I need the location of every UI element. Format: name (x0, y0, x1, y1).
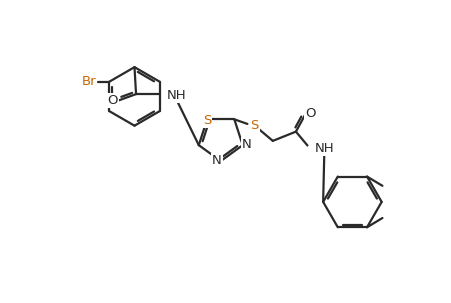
Text: NH: NH (167, 89, 186, 102)
Text: O: O (108, 94, 118, 107)
Text: N: N (212, 154, 222, 167)
Text: N: N (242, 138, 252, 151)
Text: NH: NH (315, 142, 335, 155)
Text: S: S (250, 119, 258, 132)
Text: S: S (203, 114, 212, 127)
Text: Br: Br (82, 75, 96, 88)
Text: O: O (305, 107, 316, 120)
